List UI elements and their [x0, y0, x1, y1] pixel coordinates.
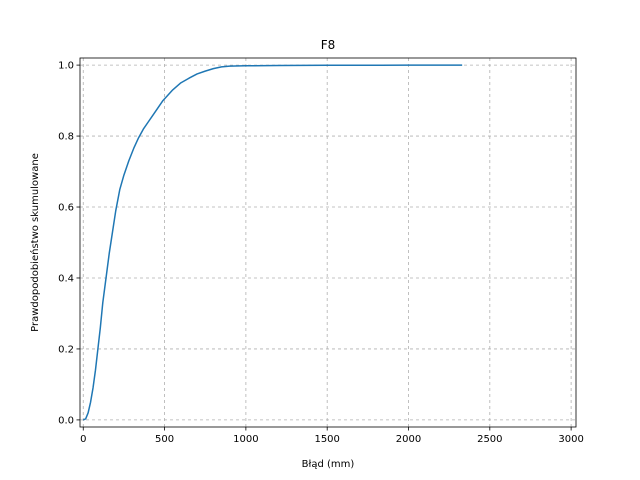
y-tick-label: 0.4 [58, 273, 74, 284]
x-tick-label: 1500 [314, 434, 339, 445]
x-axis-title: Błąd (mm) [302, 459, 355, 470]
line-layer [82, 64, 463, 421]
chart-title: F8 [321, 38, 336, 52]
y-tick-label: 0.2 [58, 344, 74, 355]
x-tick-label: 3000 [558, 434, 583, 445]
y-tick-label: 0.6 [58, 203, 74, 214]
x-tick-label: 1000 [233, 434, 258, 445]
plot-frame [79, 57, 577, 428]
x-tick-label: 2500 [477, 434, 502, 445]
x-tick-label: 0 [80, 434, 86, 445]
x-tick-label: 2000 [396, 434, 421, 445]
y-tick-label: 0.8 [58, 132, 74, 143]
x-tick-label: 500 [155, 434, 174, 445]
cdf-line [82, 64, 463, 421]
y-tick-label: 1.0 [58, 61, 74, 72]
tick-layer: 0 500 1000 1500 2000 2500 3000 0.0 0.2 0.4 0.6 0.8 1… [58, 61, 584, 445]
y-axis-title: Prawdopodobieństwo skumulowane [29, 153, 41, 332]
y-tick-label: 0.0 [58, 415, 74, 426]
